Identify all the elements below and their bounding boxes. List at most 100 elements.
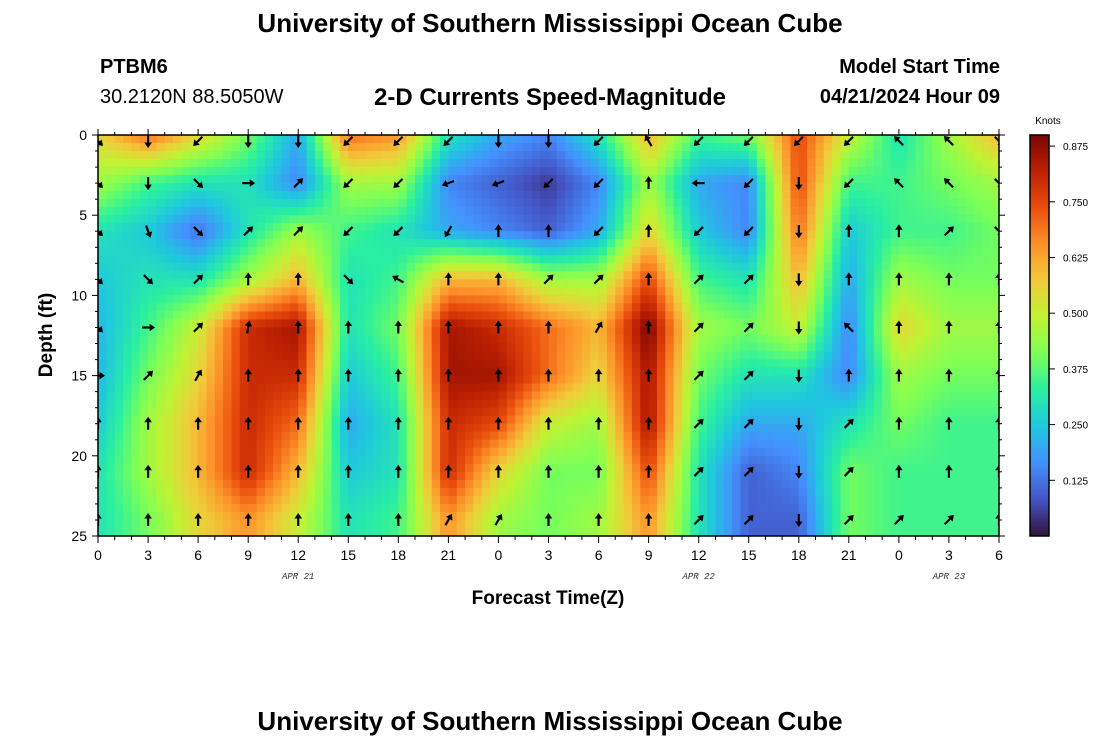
heatmap-cell	[281, 247, 291, 256]
heatmap-cell	[715, 167, 725, 176]
heatmap-cell	[882, 423, 892, 433]
heatmap-cell	[615, 463, 625, 473]
heatmap-cell	[748, 239, 758, 248]
heatmap-cell	[898, 279, 908, 288]
heatmap-cell	[465, 495, 475, 505]
heatmap-cell	[757, 215, 766, 224]
heatmap-cell	[948, 279, 958, 288]
heatmap-cell	[648, 431, 658, 441]
heatmap-cell	[406, 463, 416, 473]
heatmap-cell	[298, 199, 308, 208]
heatmap-cell	[548, 479, 558, 489]
heatmap-cell	[648, 287, 658, 296]
heatmap-cell	[531, 359, 541, 369]
heatmap-cell	[773, 167, 783, 176]
heatmap-cell	[139, 175, 149, 184]
heatmap-cell	[306, 207, 316, 216]
heatmap-cell	[206, 255, 216, 264]
heatmap-cell	[306, 215, 316, 224]
heatmap-cell	[264, 463, 274, 473]
heatmap-cell	[331, 279, 341, 288]
heatmap-cell	[798, 159, 808, 168]
heatmap-cell	[815, 495, 825, 505]
heatmap-cell	[331, 287, 341, 296]
heatmap-cell	[631, 279, 641, 288]
heatmap-cell	[773, 407, 783, 417]
heatmap-cell	[798, 407, 808, 417]
heatmap-cell	[656, 407, 666, 417]
heatmap-cell	[231, 503, 241, 513]
heatmap-cell	[673, 215, 683, 224]
heatmap-cell	[281, 167, 291, 176]
heatmap-cell	[281, 431, 291, 441]
heatmap-cell	[590, 207, 600, 216]
heatmap-cell	[306, 343, 316, 353]
heatmap-cell	[565, 455, 575, 465]
heatmap-cell	[707, 367, 716, 377]
heatmap-cell	[548, 151, 558, 160]
heatmap-cell	[715, 351, 725, 361]
heatmap-cell	[465, 199, 475, 208]
heatmap-cell	[848, 159, 858, 168]
heatmap-cell	[181, 255, 191, 264]
heatmap-cell	[523, 463, 533, 473]
heatmap-cell	[990, 415, 999, 425]
heatmap-cell	[481, 287, 491, 296]
heatmap-cell	[331, 495, 341, 505]
heatmap-cell	[732, 415, 741, 425]
heatmap-cell	[573, 151, 583, 160]
heatmap-cell	[415, 351, 424, 361]
heatmap-cell	[289, 311, 299, 321]
heatmap-cell	[807, 199, 817, 208]
heatmap-cell	[631, 183, 641, 192]
heatmap-cell	[131, 167, 141, 176]
heatmap-cell	[540, 335, 550, 345]
heatmap-cell	[214, 327, 224, 337]
heatmap-cell	[273, 383, 283, 393]
heatmap-cell	[339, 423, 349, 433]
heatmap-cell	[173, 319, 183, 329]
heatmap-cell	[615, 479, 625, 489]
heatmap-cell	[440, 207, 449, 216]
heatmap-cell	[748, 495, 758, 505]
heatmap-cell	[898, 495, 908, 505]
heatmap-cell	[189, 343, 199, 353]
heatmap-cell	[114, 263, 124, 272]
heatmap-cell	[364, 335, 374, 345]
heatmap-cell	[481, 327, 491, 337]
heatmap-cell	[181, 471, 191, 481]
heatmap-cell	[381, 471, 391, 481]
heatmap-cell	[98, 359, 107, 369]
heatmap-cell	[231, 335, 241, 345]
heatmap-cell	[356, 175, 366, 184]
heatmap-cell	[148, 207, 157, 216]
heatmap-cell	[815, 135, 825, 144]
heatmap-cell	[156, 303, 166, 313]
heatmap-cell	[832, 215, 842, 224]
heatmap-cell	[356, 191, 366, 200]
heatmap-cell	[323, 199, 333, 208]
heatmap-cell	[398, 255, 408, 264]
heatmap-cell	[98, 151, 107, 160]
heatmap-cell	[965, 311, 975, 321]
heatmap-cell	[148, 487, 157, 497]
heatmap-cell	[940, 367, 950, 377]
heatmap-cell	[581, 247, 591, 256]
heatmap-cell	[832, 471, 842, 481]
heatmap-cell	[406, 279, 416, 288]
heatmap-cell	[873, 359, 883, 369]
heatmap-cell	[665, 287, 675, 296]
heatmap-cell	[415, 239, 424, 248]
heatmap-cell	[481, 471, 491, 481]
heatmap-cell	[289, 399, 299, 409]
heatmap-cell	[248, 471, 258, 481]
heatmap-cell	[314, 455, 324, 465]
heatmap-cell	[873, 215, 883, 224]
heatmap-cell	[556, 375, 566, 385]
heatmap-cell	[973, 135, 983, 144]
heatmap-cell	[389, 247, 399, 256]
heatmap-cell	[573, 439, 583, 449]
heatmap-cell	[606, 479, 616, 489]
heatmap-cell	[523, 359, 533, 369]
heatmap-cell	[565, 207, 575, 216]
